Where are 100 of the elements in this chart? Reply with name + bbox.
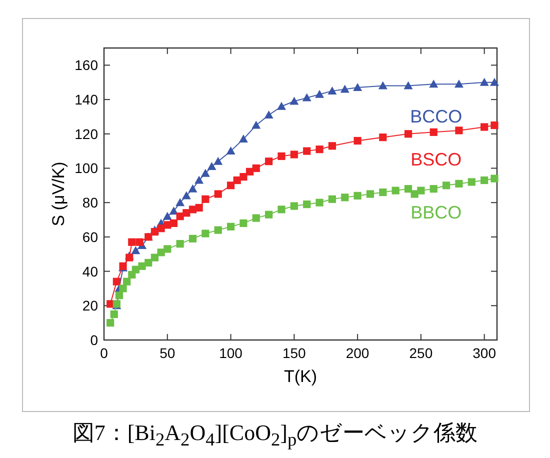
- point: [162, 212, 172, 220]
- point: [207, 162, 216, 170]
- x-tick-label: 100: [219, 345, 243, 361]
- point: [392, 186, 400, 194]
- point: [290, 96, 299, 105]
- point: [226, 146, 236, 155]
- point: [226, 222, 235, 230]
- point: [354, 136, 362, 145]
- point: [468, 178, 476, 186]
- point: [490, 121, 498, 130]
- point: [366, 190, 374, 198]
- point: [144, 258, 152, 267]
- point: [240, 219, 248, 227]
- point: [150, 254, 159, 262]
- point: [119, 284, 127, 292]
- point: [176, 198, 185, 206]
- point: [429, 80, 438, 88]
- point: [328, 195, 336, 203]
- point: [265, 158, 273, 166]
- y-axis-title: S (μV/K): [49, 162, 68, 226]
- point: [182, 191, 191, 200]
- point: [430, 185, 438, 193]
- point: [195, 204, 203, 212]
- point: [194, 176, 204, 184]
- point: [455, 180, 463, 188]
- point: [480, 123, 488, 131]
- point: [303, 200, 311, 208]
- y-tick-label: 40: [82, 263, 98, 280]
- x-axis-title: T(K): [284, 367, 318, 386]
- y-tick-label: 120: [74, 126, 98, 142]
- point: [110, 310, 118, 318]
- point: [379, 134, 387, 142]
- chart-title: 図7：[Bi$_{2}$A$_{2}$O$_{4}$][CoO$_{2}$]$_{p}$のゼーベック係数: [72, 420, 478, 450]
- point: [238, 134, 248, 143]
- point: [188, 206, 197, 214]
- point: [164, 245, 172, 253]
- point: [354, 192, 362, 200]
- point: [404, 130, 412, 138]
- point: [404, 185, 412, 193]
- point: [455, 126, 463, 134]
- point: [290, 150, 298, 158]
- point: [157, 224, 165, 232]
- y-tick-label: 20: [82, 298, 98, 314]
- series-label: BSCO: [410, 149, 462, 170]
- point: [188, 184, 198, 192]
- point: [170, 219, 178, 227]
- point: [264, 110, 274, 118]
- y-tick-label: 0: [90, 332, 98, 348]
- x-tick-label: 250: [409, 345, 433, 361]
- point: [442, 182, 450, 190]
- point: [202, 195, 210, 203]
- point: [214, 156, 223, 165]
- point: [315, 90, 324, 98]
- point: [430, 128, 438, 136]
- point: [490, 78, 499, 86]
- x-tick-label: 0: [100, 345, 108, 361]
- point: [126, 254, 134, 262]
- point: [131, 246, 140, 254]
- point: [252, 164, 260, 172]
- point: [340, 84, 350, 93]
- point: [480, 176, 488, 184]
- point: [379, 188, 387, 196]
- point: [252, 120, 261, 129]
- point: [265, 210, 273, 218]
- point: [454, 80, 464, 88]
- y-tick-label: 60: [82, 228, 98, 245]
- point: [246, 168, 254, 176]
- point: [128, 238, 136, 246]
- y-tick-label: 80: [82, 194, 98, 211]
- point: [328, 142, 336, 150]
- x-tick-label: 300: [472, 345, 496, 361]
- point: [341, 194, 349, 202]
- point: [278, 152, 286, 160]
- point: [200, 168, 210, 177]
- x-tick-label: 200: [346, 345, 370, 361]
- point: [202, 230, 210, 238]
- series-label: BCCO: [410, 106, 462, 126]
- point: [353, 83, 362, 92]
- point: [302, 93, 312, 102]
- point: [226, 182, 235, 190]
- point: [123, 278, 131, 286]
- y-tick-label: 160: [74, 57, 98, 74]
- point: [106, 319, 114, 327]
- y-tick-label: 140: [74, 92, 98, 108]
- point: [214, 226, 222, 234]
- point: [328, 86, 337, 94]
- point: [378, 81, 388, 90]
- point: [214, 190, 222, 198]
- point: [278, 206, 286, 214]
- point: [303, 147, 311, 155]
- point: [240, 173, 248, 181]
- x-tick-label: 150: [282, 345, 306, 361]
- point: [276, 102, 286, 110]
- point: [112, 278, 120, 286]
- point: [316, 146, 324, 154]
- point: [316, 198, 324, 206]
- series-label: BBCO: [410, 202, 462, 223]
- point: [404, 81, 413, 90]
- point: [176, 240, 184, 248]
- point: [188, 234, 197, 242]
